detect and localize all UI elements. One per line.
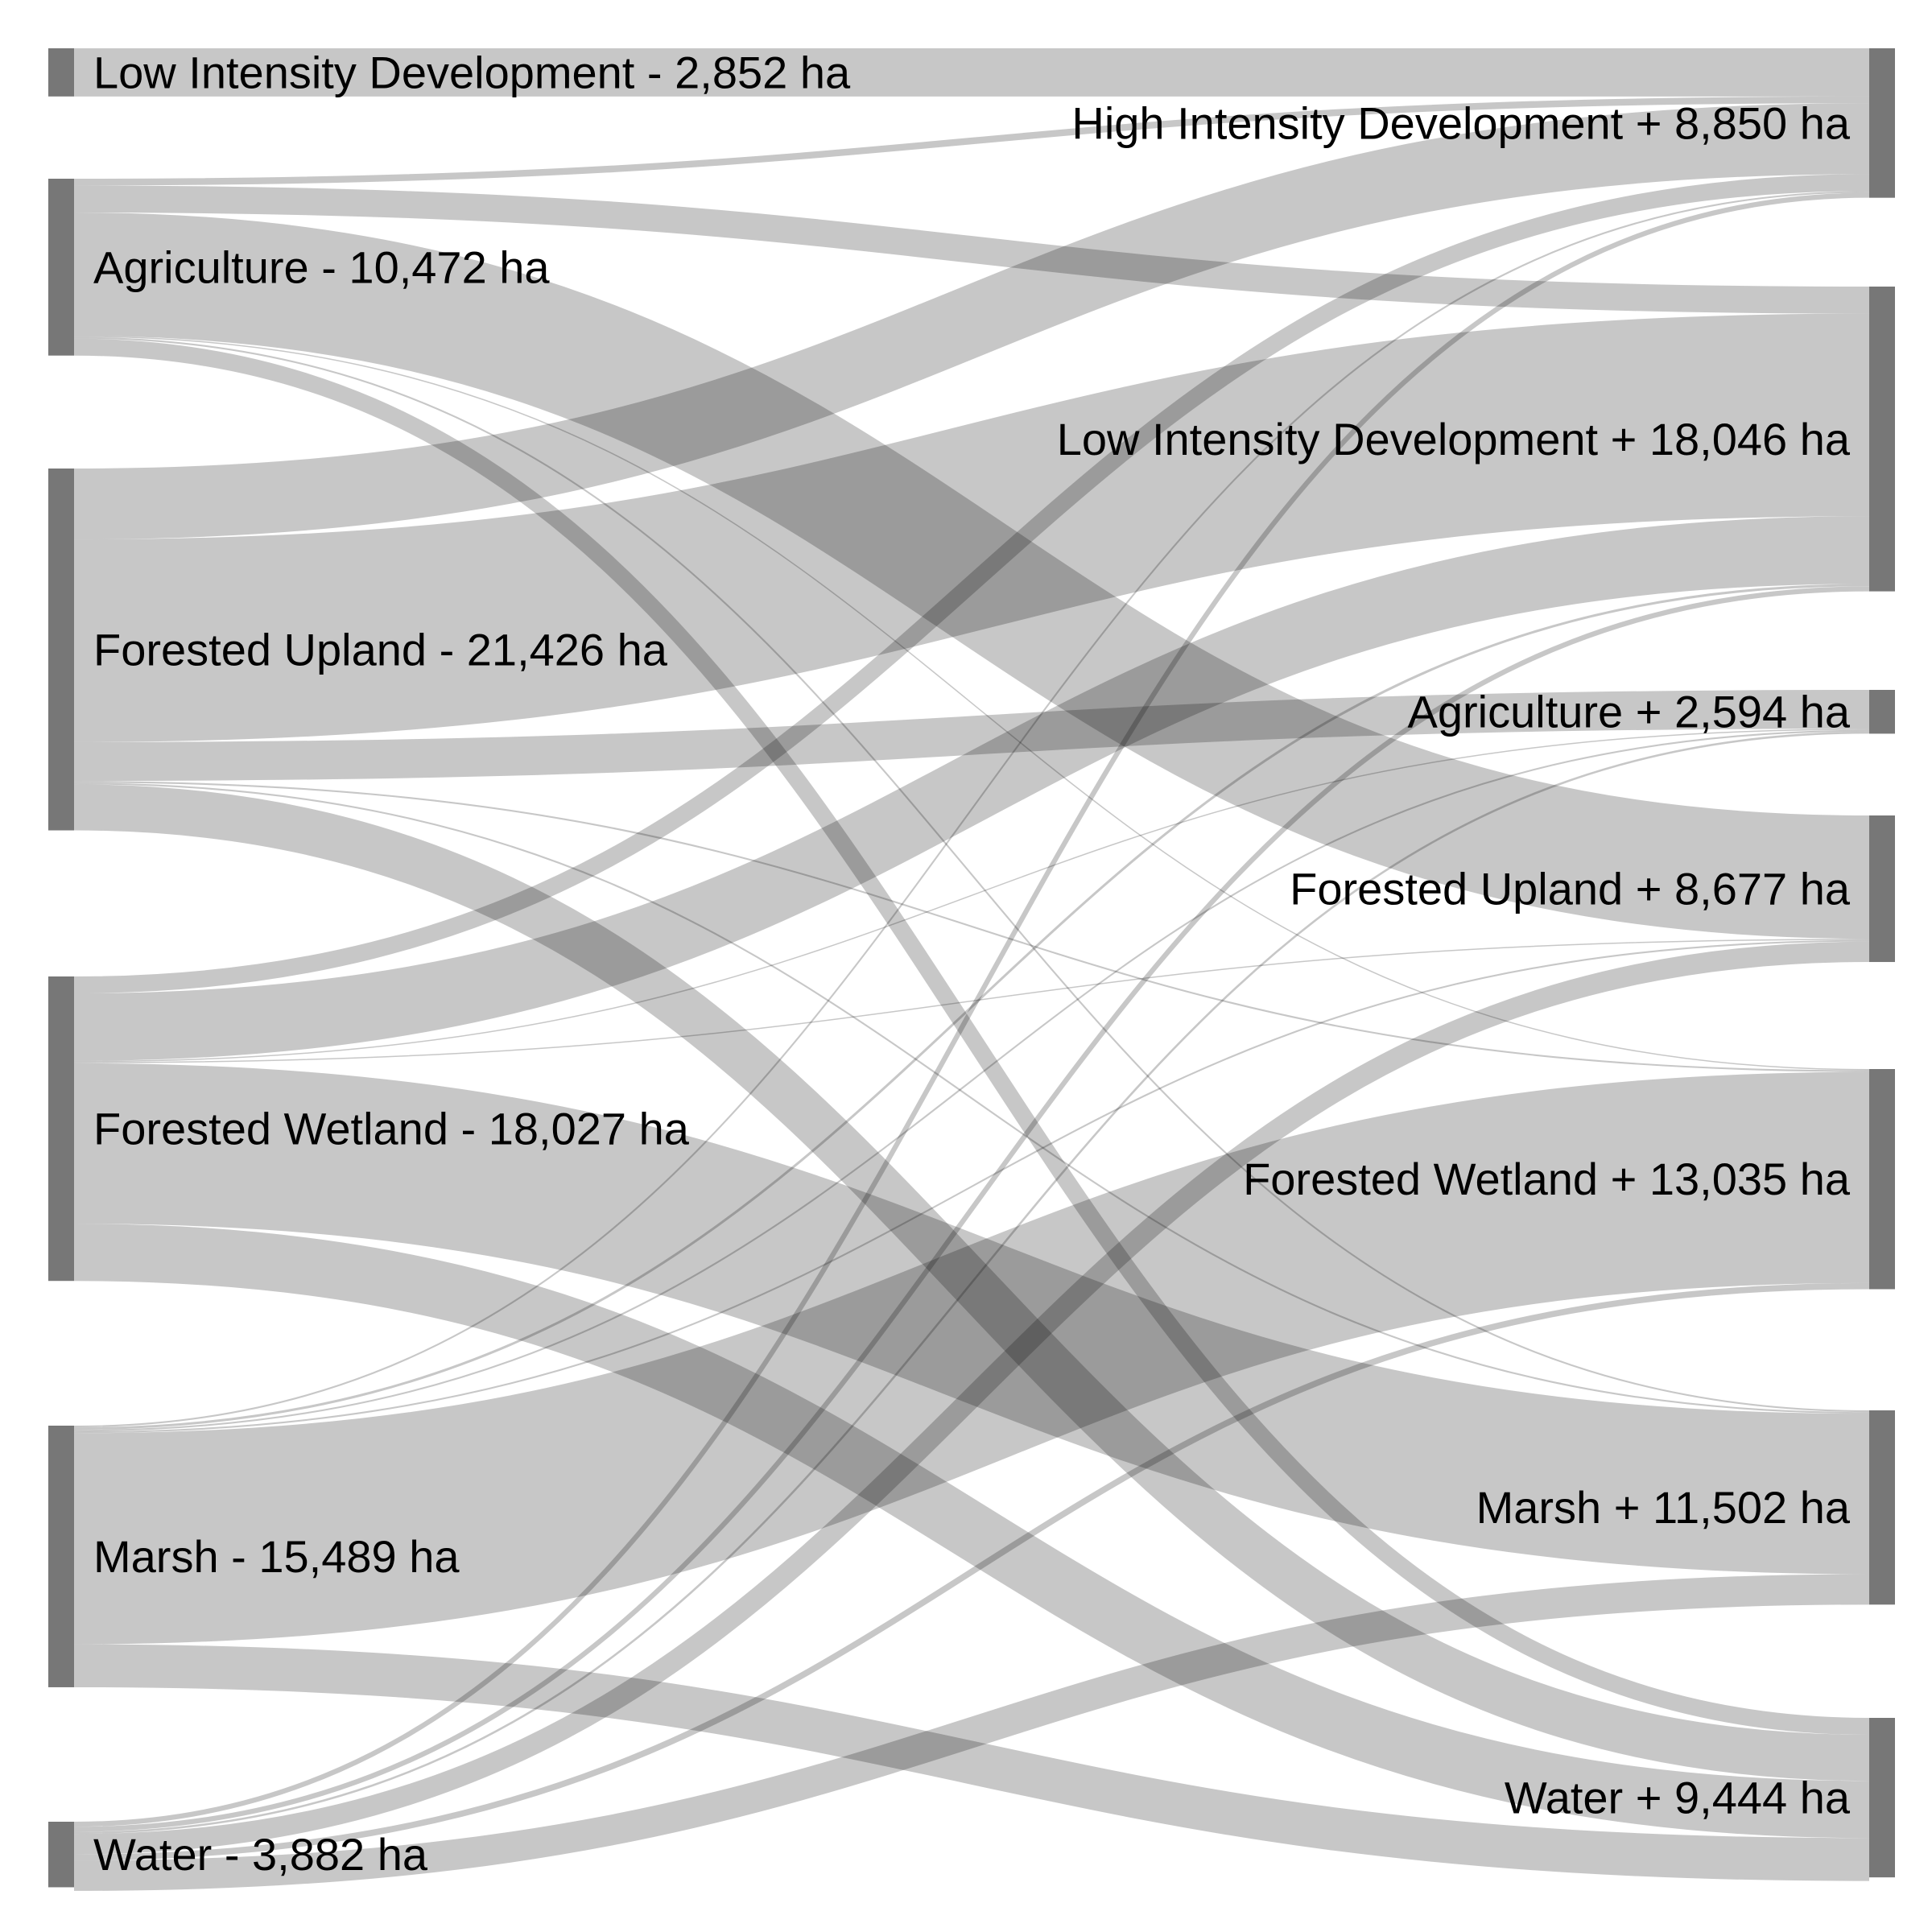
left-node-label-wa_loss: Water - 3,882 ha (93, 1829, 428, 1880)
right-node-label-wa_gain: Water + 9,444 ha (1505, 1773, 1851, 1823)
right-node-ag_gain (1869, 690, 1895, 734)
right-node-label-fw_gain: Forested Wetland + 13,035 ha (1243, 1154, 1851, 1204)
flow-link-fu_loss-to-ma_gain (73, 782, 1870, 1414)
left-node-fw_loss (48, 976, 74, 1282)
left-node-label-lid_loss: Low Intensity Development - 2,852 ha (93, 47, 851, 97)
flow-link-ag_loss-to-ma_gain (73, 336, 1870, 1413)
flow-link-wa_loss-to-ma_gain (73, 1574, 1870, 1891)
left-node-label-fu_loss: Forested Upland - 21,426 ha (93, 624, 668, 675)
flow-link-wa_loss-to-lid_gain (73, 586, 1870, 1832)
flow-link-ma_loss-to-fw_gain (73, 1071, 1870, 1645)
flow-link-wa_loss-to-fw_gain (73, 1282, 1870, 1861)
flow-link-ma_loss-to-wa_gain (73, 1644, 1870, 1881)
flow-link-fw_loss-to-wa_gain (73, 1224, 1870, 1839)
right-node-label-hid_gain: High Intensity Development + 8,850 ha (1071, 97, 1850, 148)
flow-link-ma_loss-to-hid_gain (73, 191, 1870, 1428)
right-node-ma_gain (1869, 1410, 1895, 1605)
flow-link-fw_loss-to-ag_gain (73, 729, 1870, 1063)
nodes-layer (48, 48, 1895, 1888)
flow-link-ma_loss-to-fu_gain (73, 939, 1870, 1434)
links-layer (73, 48, 1870, 1891)
left-node-label-ma_loss: Marsh - 15,489 ha (93, 1531, 460, 1582)
left-node-label-fw_loss: Forested Wetland - 18,027 ha (93, 1104, 690, 1154)
flow-link-ag_loss-to-lid_gain (73, 185, 1870, 314)
right-node-fw_gain (1869, 1069, 1895, 1290)
left-node-ag_loss (48, 179, 74, 356)
right-node-hid_gain (1869, 48, 1895, 198)
right-node-label-fu_gain: Forested Upland + 8,677 ha (1290, 864, 1851, 914)
flow-link-fu_loss-to-ag_gain (73, 690, 1870, 782)
flow-link-ag_loss-to-fw_gain (73, 336, 1870, 1071)
left-node-ma_loss (48, 1426, 74, 1687)
flow-link-fw_loss-to-lid_gain (73, 516, 1870, 1061)
right-node-lid_gain (1869, 287, 1895, 592)
flow-link-fu_loss-to-fw_gain (73, 781, 1870, 1072)
flow-link-wa_loss-to-hid_gain (73, 192, 1870, 1827)
flow-link-wa_loss-to-ag_gain (73, 731, 1870, 1835)
right-node-fu_gain (1869, 815, 1895, 963)
right-node-label-ma_gain: Marsh + 11,502 ha (1476, 1482, 1851, 1533)
right-node-label-lid_gain: Low Intensity Development + 18,046 ha (1057, 414, 1851, 464)
flow-link-ag_loss-to-wa_gain (73, 338, 1870, 1736)
right-node-label-ag_gain: Agriculture + 2,594 ha (1408, 687, 1851, 737)
left-node-fu_loss (48, 469, 74, 831)
flow-link-fw_loss-to-fu_gain (73, 939, 1870, 1063)
left-node-wa_loss (48, 1822, 74, 1888)
flow-link-ag_loss-to-hid_gain (73, 96, 1870, 186)
flow-link-fu_loss-to-lid_gain (73, 313, 1870, 742)
flow-link-fu_loss-to-hid_gain (73, 103, 1870, 540)
left-node-label-ag_loss: Agriculture - 10,472 ha (93, 242, 550, 292)
flow-link-wa_loss-to-fu_gain (73, 941, 1870, 1855)
labels-layer: Low Intensity Development - 2,852 ha Agri… (93, 47, 1851, 1880)
flow-link-ma_loss-to-ag_gain (73, 729, 1870, 1432)
flow-link-fw_loss-to-hid_gain (73, 174, 1870, 993)
left-node-lid_loss (48, 48, 74, 97)
right-node-wa_gain (1869, 1718, 1895, 1878)
